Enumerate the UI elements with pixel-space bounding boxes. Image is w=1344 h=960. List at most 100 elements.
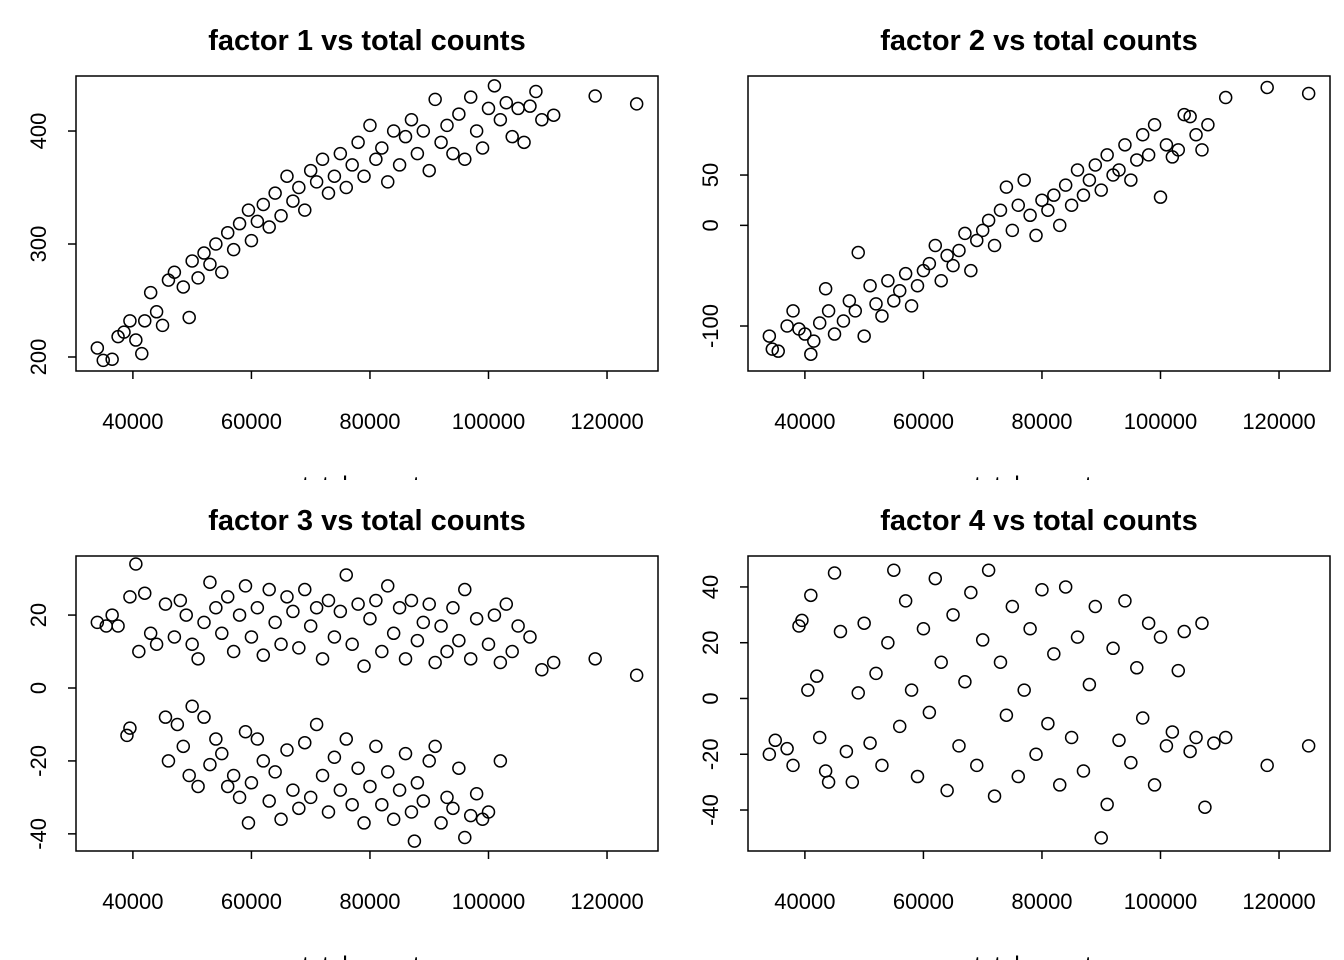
point [801, 683, 815, 697]
point [1159, 739, 1174, 753]
point [176, 739, 191, 754]
point [191, 271, 205, 285]
point [875, 758, 889, 773]
y-tick-label: 0 [698, 219, 723, 231]
point [96, 353, 111, 368]
point [1017, 683, 1031, 697]
point [363, 611, 377, 626]
point [952, 243, 966, 258]
point [303, 163, 318, 178]
point [105, 608, 119, 622]
y-tick-label: 0 [698, 692, 723, 704]
point [398, 652, 413, 666]
point [333, 783, 348, 797]
point [416, 615, 431, 630]
point [428, 92, 442, 107]
point [256, 197, 271, 212]
point [315, 152, 330, 167]
x-axis-label: total_counts [974, 952, 1103, 960]
point [762, 747, 777, 761]
point [964, 585, 978, 600]
point [327, 750, 342, 765]
plot-box [747, 75, 1331, 372]
point [1195, 143, 1209, 157]
x-tick-label: 40000 [102, 889, 163, 914]
point [256, 648, 271, 662]
point [1147, 778, 1162, 792]
point [446, 146, 460, 161]
point [117, 325, 131, 339]
point [149, 637, 164, 651]
point [1035, 582, 1049, 597]
point [158, 710, 173, 724]
point [481, 805, 496, 819]
y-tick-label: 400 [26, 113, 51, 150]
point [123, 590, 137, 604]
point [137, 314, 152, 328]
point [250, 732, 265, 746]
point [268, 186, 282, 200]
point [1029, 228, 1043, 243]
y-tick-label: -40 [698, 794, 723, 826]
point [981, 563, 996, 577]
point [1094, 183, 1108, 197]
point [786, 304, 800, 318]
point [321, 186, 336, 200]
point [1177, 107, 1191, 122]
point [821, 304, 836, 318]
point [446, 801, 460, 816]
point [851, 686, 865, 700]
y-tick-label: 50 [698, 163, 723, 187]
point [380, 579, 395, 593]
point [1147, 117, 1162, 132]
point [333, 604, 348, 619]
point [286, 604, 300, 619]
point [333, 146, 348, 161]
point [851, 245, 865, 260]
point [1153, 190, 1168, 204]
point [910, 279, 925, 293]
point [1064, 730, 1079, 745]
point [446, 601, 460, 615]
point [407, 834, 422, 848]
point [167, 265, 182, 280]
point [410, 633, 425, 648]
point [535, 663, 549, 677]
chart-title: factor 1 vs total counts [208, 25, 525, 57]
point [1301, 739, 1316, 753]
point [875, 309, 889, 323]
point [922, 256, 937, 271]
point [191, 652, 205, 666]
point [250, 601, 265, 615]
point [469, 611, 484, 626]
point [812, 316, 827, 330]
point [588, 652, 602, 666]
point [1130, 661, 1144, 675]
point [209, 601, 223, 615]
point [238, 725, 253, 739]
point [898, 266, 913, 281]
point [256, 754, 271, 768]
point [1189, 128, 1203, 142]
x-tick-label: 40000 [774, 889, 835, 914]
point [458, 152, 472, 167]
point [517, 135, 531, 150]
point [768, 733, 783, 748]
point [818, 764, 833, 778]
point [487, 608, 502, 622]
point [1260, 758, 1274, 773]
point [1260, 80, 1274, 95]
point [1165, 725, 1180, 739]
point [220, 779, 235, 794]
point [244, 776, 259, 790]
point [232, 790, 247, 805]
point [1058, 178, 1073, 192]
panel: factor 2 vs total counts total_counts 4000… [698, 25, 1331, 480]
point [158, 597, 173, 611]
point [197, 710, 211, 724]
x-tick-label: 80000 [1011, 889, 1072, 914]
point [137, 586, 152, 600]
point [203, 575, 217, 590]
point [292, 180, 306, 195]
